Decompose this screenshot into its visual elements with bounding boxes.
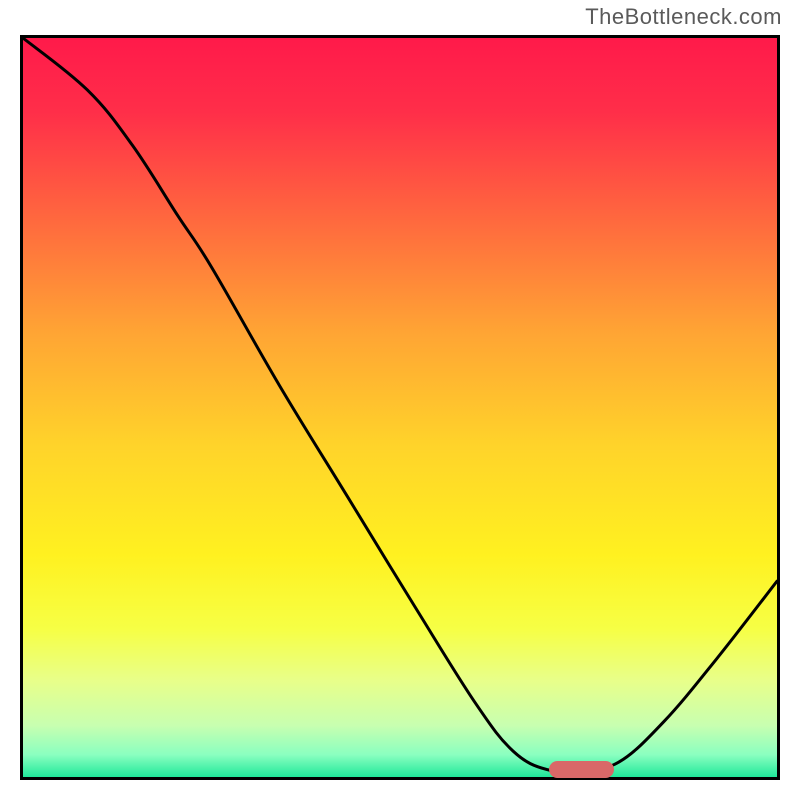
watermark-text: TheBottleneck.com <box>585 4 782 30</box>
minimum-marker <box>549 761 614 777</box>
chart-curve <box>23 38 777 777</box>
chart-curve-path <box>23 38 777 771</box>
chart-plot-area <box>20 35 780 780</box>
